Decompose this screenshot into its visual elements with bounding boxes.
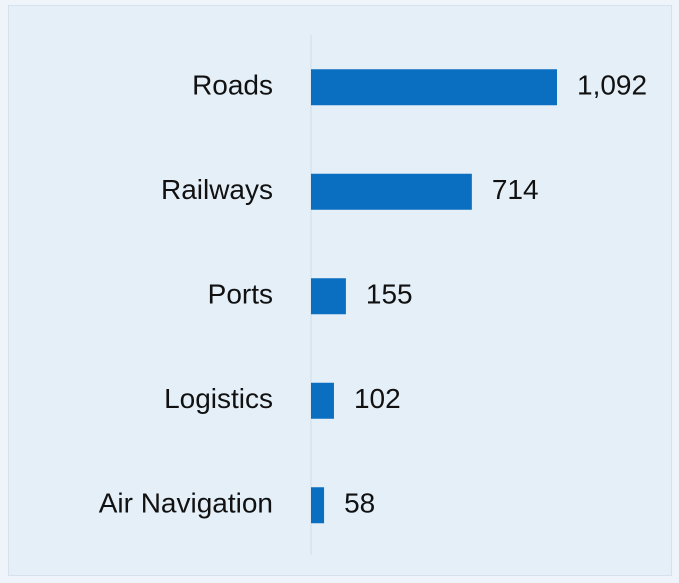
bar [311, 69, 557, 106]
category-label: Air Navigation [99, 488, 273, 519]
bar [311, 382, 334, 419]
bar [311, 487, 325, 524]
category-label: Logistics [164, 383, 273, 414]
category-label: Roads [192, 70, 273, 101]
value-label: 102 [354, 383, 401, 414]
value-label: 1,092 [577, 70, 647, 101]
category-label: Ports [208, 279, 273, 310]
bar [311, 173, 472, 210]
value-label: 155 [366, 279, 413, 310]
value-label: 714 [492, 174, 539, 205]
category-label: Railways [161, 174, 273, 205]
value-label: 58 [344, 488, 375, 519]
bar [311, 278, 346, 315]
